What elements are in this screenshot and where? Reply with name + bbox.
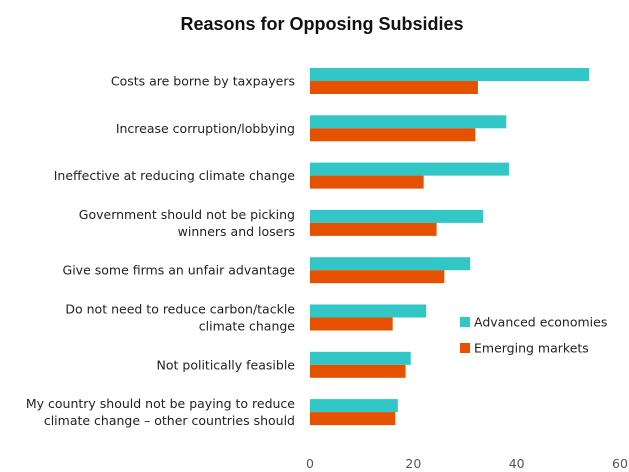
chart-title: Reasons for Opposing Subsidies [180,14,463,34]
category-label: Government should not be picking [79,207,295,222]
category-label: climate change [199,319,296,334]
category-label: winners and losers [178,224,295,239]
category-label: Give some firms an unfair advantage [63,263,296,278]
bar-advanced-economies [310,257,471,271]
category-label: Increase corruption/lobbying [116,121,295,136]
bar-emerging-markets [310,270,445,284]
legend-swatch [460,343,470,353]
bar-emerging-markets [310,364,406,378]
x-tick-label: 0 [306,456,314,471]
bar-advanced-economies [310,351,411,365]
legend-label: Advanced economies [474,315,607,330]
category-label: Costs are borne by taxpayers [111,74,295,89]
category-label: Not politically feasible [157,357,296,372]
bar-emerging-markets [310,222,437,236]
bar-advanced-economies [310,304,427,318]
bar-advanced-economies [310,115,507,129]
bar-advanced-economies [310,209,484,223]
category-label: Do not need to reduce carbon/tackle [65,302,295,317]
legend-label: Emerging markets [474,341,589,356]
category-label: climate change – other countries should [44,413,295,428]
bar-advanced-economies [310,399,398,413]
x-tick-label: 40 [509,456,525,471]
x-axis-ticks: 0 20 40 60 [306,456,628,471]
legend: Advanced economies Emerging markets [460,315,607,356]
bar-emerging-markets [310,128,476,142]
category-labels: Costs are borne by taxpayers Increase cor… [26,74,295,429]
bar-advanced-economies [310,162,509,176]
bar-emerging-markets [310,175,424,189]
x-tick-label: 20 [405,456,421,471]
bars [310,68,589,426]
category-label: Ineffective at reducing climate change [54,168,296,183]
x-tick-label: 60 [612,456,628,471]
bar-emerging-markets [310,81,478,94]
legend-swatch [460,317,470,327]
bar-emerging-markets [310,412,396,426]
bar-advanced-economies [310,68,589,81]
category-label: My country should not be paying to reduc… [26,396,295,411]
bar-emerging-markets [310,317,393,331]
